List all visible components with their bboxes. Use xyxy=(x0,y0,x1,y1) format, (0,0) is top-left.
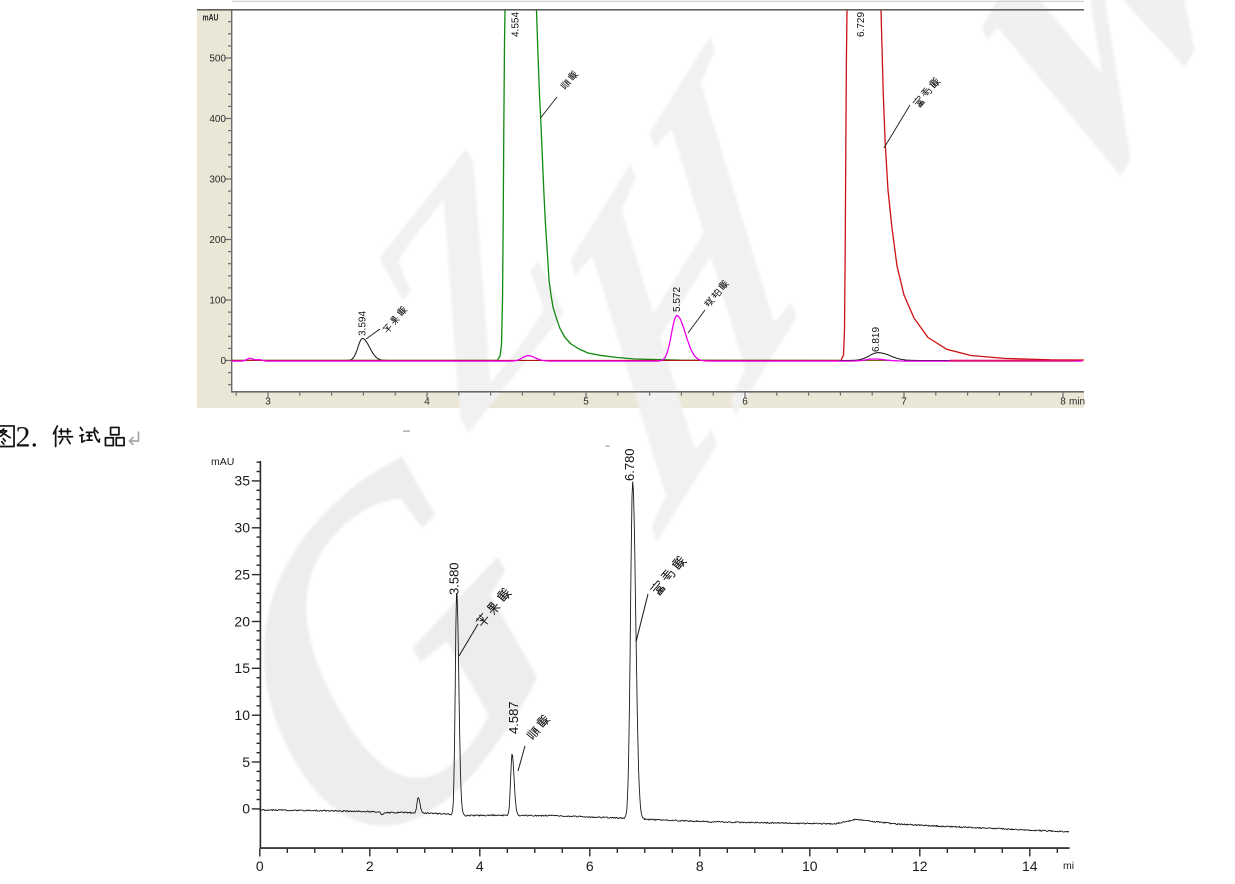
svg-text:14: 14 xyxy=(1022,858,1038,874)
svg-text:6: 6 xyxy=(742,397,748,408)
svg-text:25: 25 xyxy=(234,566,250,582)
svg-text:4.587: 4.587 xyxy=(506,701,521,734)
svg-text:6: 6 xyxy=(586,858,594,874)
svg-text:200: 200 xyxy=(209,235,226,246)
svg-text:3.594: 3.594 xyxy=(358,311,369,336)
svg-text:mAU: mAU xyxy=(203,13,219,23)
svg-text:8: 8 xyxy=(1060,397,1066,408)
svg-text:100: 100 xyxy=(209,296,226,307)
svg-text:4: 4 xyxy=(424,397,430,408)
svg-text:10: 10 xyxy=(234,707,250,723)
svg-text:mAU: mAU xyxy=(211,456,234,468)
svg-text:8: 8 xyxy=(696,858,704,874)
svg-text:400: 400 xyxy=(209,114,226,125)
svg-text:0: 0 xyxy=(256,858,264,874)
svg-text:4: 4 xyxy=(476,858,484,874)
svg-text:5.572: 5.572 xyxy=(672,287,683,312)
svg-text:3: 3 xyxy=(265,397,271,408)
svg-text:mi: mi xyxy=(1063,860,1074,872)
svg-text:6.729: 6.729 xyxy=(856,12,867,37)
svg-text:30: 30 xyxy=(234,520,250,536)
svg-text:12: 12 xyxy=(912,858,928,874)
svg-text:300: 300 xyxy=(209,175,226,186)
svg-text:6.819: 6.819 xyxy=(871,327,882,352)
svg-text:5: 5 xyxy=(242,754,250,770)
svg-text:35: 35 xyxy=(234,473,250,489)
svg-text:10: 10 xyxy=(802,858,818,874)
svg-text:20: 20 xyxy=(234,613,250,629)
svg-text:2: 2 xyxy=(366,858,374,874)
svg-text:0: 0 xyxy=(242,801,250,817)
svg-text:2.: 2. xyxy=(16,420,39,453)
svg-text:500: 500 xyxy=(209,54,226,65)
svg-text:4.554: 4.554 xyxy=(511,12,522,37)
svg-text:3.580: 3.580 xyxy=(446,562,461,595)
svg-text:6.780: 6.780 xyxy=(622,448,637,481)
svg-text:5: 5 xyxy=(583,397,589,408)
svg-text:7: 7 xyxy=(901,397,907,408)
svg-text:min: min xyxy=(1069,397,1085,408)
svg-text:15: 15 xyxy=(234,660,250,676)
svg-text:0: 0 xyxy=(220,356,226,367)
